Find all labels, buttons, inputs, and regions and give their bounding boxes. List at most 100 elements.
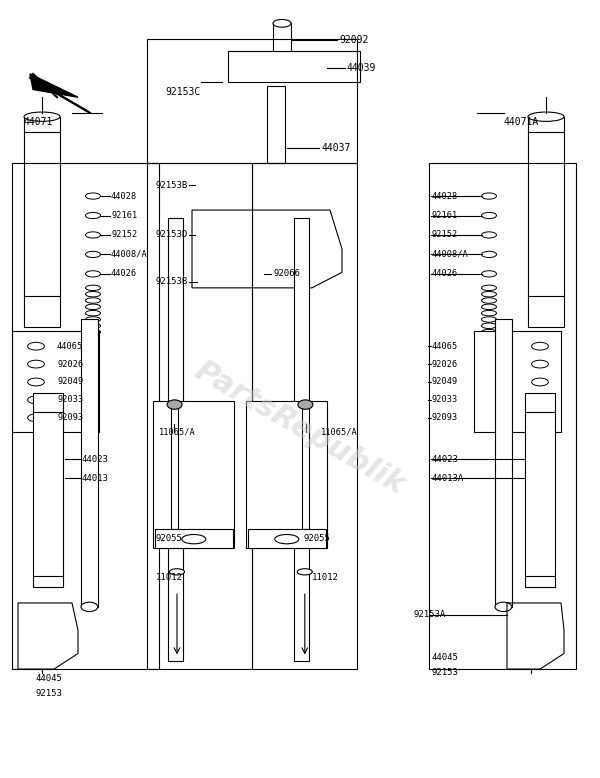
Text: 44026: 44026 (111, 269, 137, 279)
Text: 92153C: 92153C (165, 87, 200, 96)
Text: 92152: 92152 (432, 230, 458, 240)
Text: 92153D: 92153D (156, 230, 188, 240)
Text: 92153: 92153 (432, 668, 459, 678)
Ellipse shape (481, 304, 497, 310)
Text: 92055: 92055 (303, 534, 330, 543)
Text: 44045: 44045 (432, 653, 459, 662)
Ellipse shape (86, 292, 101, 297)
Bar (525, 393, 555, 587)
Ellipse shape (86, 310, 101, 316)
Bar (168, 218, 183, 661)
Ellipse shape (532, 396, 548, 404)
Text: 44026: 44026 (432, 269, 458, 279)
Ellipse shape (532, 360, 548, 368)
Text: 44028: 44028 (111, 191, 137, 201)
Text: 44013: 44013 (81, 474, 108, 483)
Bar (495, 319, 512, 607)
Text: 92152: 92152 (111, 230, 137, 240)
Bar (528, 117, 564, 327)
Ellipse shape (182, 534, 206, 544)
Bar (171, 405, 178, 529)
Ellipse shape (86, 193, 101, 199)
Ellipse shape (86, 317, 101, 322)
Ellipse shape (481, 212, 497, 219)
Bar (252, 163, 357, 669)
Bar (246, 401, 327, 548)
Bar (429, 163, 576, 669)
Text: 44028: 44028 (432, 191, 458, 201)
Text: 92161: 92161 (432, 211, 458, 220)
Ellipse shape (86, 212, 101, 219)
Ellipse shape (532, 414, 548, 422)
Text: 92049: 92049 (432, 377, 458, 387)
Text: 11012: 11012 (312, 573, 339, 582)
Bar (24, 117, 60, 327)
Ellipse shape (481, 310, 497, 316)
Text: 92033: 92033 (432, 395, 458, 405)
Text: 92093: 92093 (57, 413, 83, 422)
Text: 44071: 44071 (24, 117, 53, 127)
Ellipse shape (28, 396, 44, 404)
Bar (147, 39, 357, 163)
Text: 92066: 92066 (273, 269, 300, 279)
Ellipse shape (86, 304, 101, 310)
Ellipse shape (86, 329, 101, 335)
Ellipse shape (167, 400, 182, 409)
Ellipse shape (298, 400, 313, 409)
Text: 92093: 92093 (432, 413, 458, 422)
Ellipse shape (170, 569, 185, 575)
Ellipse shape (532, 378, 548, 386)
Bar (12, 331, 99, 432)
Ellipse shape (481, 323, 497, 328)
Text: 44039: 44039 (347, 64, 376, 73)
Ellipse shape (275, 534, 299, 544)
Text: 92153B: 92153B (156, 277, 188, 286)
Ellipse shape (81, 602, 98, 612)
Bar (33, 393, 63, 587)
Text: 92026: 92026 (432, 359, 458, 369)
Ellipse shape (28, 414, 44, 422)
Text: 44008/A: 44008/A (432, 250, 469, 259)
Ellipse shape (481, 285, 497, 291)
Text: 44023: 44023 (432, 454, 459, 464)
Text: 92092: 92092 (339, 36, 368, 45)
Text: 44065: 44065 (57, 342, 83, 351)
Ellipse shape (28, 342, 44, 350)
Text: 44071A: 44071A (504, 117, 539, 127)
Ellipse shape (481, 193, 497, 199)
Text: 92055: 92055 (156, 534, 183, 543)
Ellipse shape (86, 298, 101, 303)
Bar (267, 86, 285, 163)
Text: 92153B: 92153B (156, 180, 188, 190)
Text: 44037: 44037 (321, 143, 350, 152)
Ellipse shape (86, 271, 101, 277)
Text: 92049: 92049 (57, 377, 83, 387)
Bar (273, 23, 291, 51)
Ellipse shape (273, 19, 291, 27)
Ellipse shape (481, 329, 497, 335)
Bar (474, 331, 561, 432)
Text: 44045: 44045 (36, 674, 63, 683)
Ellipse shape (24, 112, 60, 121)
Ellipse shape (481, 298, 497, 303)
Bar (248, 529, 326, 548)
Ellipse shape (86, 251, 101, 258)
Text: 44013A: 44013A (432, 474, 464, 483)
Text: 11012: 11012 (156, 573, 183, 582)
Text: 92161: 92161 (111, 211, 137, 220)
Bar (155, 529, 233, 548)
Ellipse shape (86, 323, 101, 328)
Ellipse shape (481, 271, 497, 277)
Ellipse shape (495, 602, 512, 612)
Text: 44008/A: 44008/A (111, 250, 148, 259)
Ellipse shape (298, 569, 313, 575)
Ellipse shape (86, 232, 101, 238)
Bar (228, 51, 360, 82)
Ellipse shape (28, 360, 44, 368)
Text: PartsRepublik: PartsRepublik (190, 356, 410, 500)
Ellipse shape (481, 232, 497, 238)
Ellipse shape (481, 292, 497, 297)
Ellipse shape (28, 378, 44, 386)
Ellipse shape (86, 285, 101, 291)
Text: 92033: 92033 (57, 395, 83, 405)
